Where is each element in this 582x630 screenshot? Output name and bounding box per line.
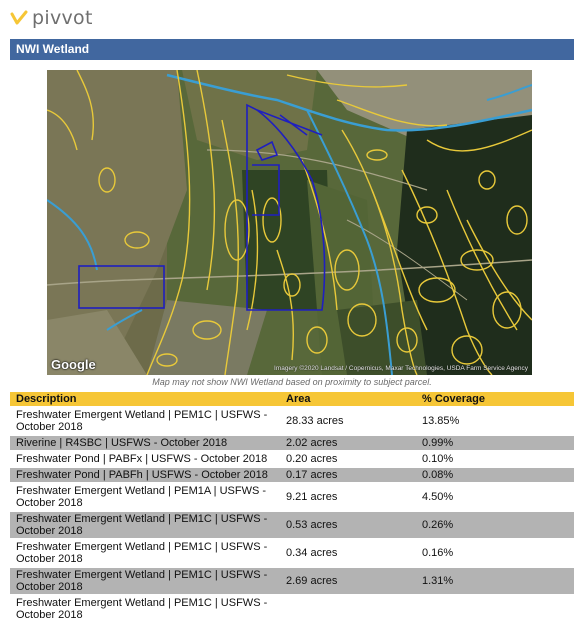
cell-description: Freshwater Pond | PABFx | USFWS - Octobe…: [16, 453, 268, 465]
cell-area: 0.17 acres: [280, 468, 416, 482]
table-row: Freshwater Emergent Wetland | PEM1C | US…: [10, 596, 574, 622]
cell-description: Freshwater Pond | PABFh | USFWS - Octobe…: [10, 468, 280, 482]
table-row: Freshwater Pond | PABFx | USFWS - Octobe…: [10, 452, 574, 466]
cell-coverage: 1.31%: [416, 568, 574, 594]
cell-coverage: [416, 596, 574, 622]
cell-coverage: 0.10%: [422, 453, 454, 465]
table-row: Freshwater Emergent Wetland | PEM1A | US…: [10, 484, 574, 510]
cell-description: Freshwater Emergent Wetland | PEM1C | US…: [16, 409, 268, 433]
table-row: Freshwater Emergent Wetland | PEM1C | US…: [10, 512, 574, 538]
cell-coverage: 0.16%: [422, 547, 454, 559]
cell-area: 2.69 acres: [280, 568, 416, 594]
cell-description: Freshwater Emergent Wetland | PEM1C | US…: [16, 541, 268, 565]
wetland-map[interactable]: Google Imagery ©2020 Landsat / Copernicu…: [47, 70, 532, 375]
google-logo: Google: [51, 357, 96, 372]
cell-description: Freshwater Emergent Wetland | PEM1A | US…: [16, 485, 267, 509]
table-row: Freshwater Pond | PABFh | USFWS - Octobe…: [10, 468, 574, 482]
cell-description: Riverine | R4SBC | USFWS - October 2018: [10, 436, 280, 450]
cell-area: [280, 596, 416, 622]
brand-logo: pivvot: [10, 6, 93, 30]
brand-name: pivvot: [32, 7, 93, 29]
cell-area: 0.20 acres: [286, 453, 338, 465]
cell-description: Freshwater Emergent Wetland | PEM1C | US…: [10, 512, 280, 538]
cell-coverage: 0.26%: [416, 512, 574, 538]
cell-coverage: 0.08%: [416, 468, 574, 482]
cell-area: 0.53 acres: [280, 512, 416, 538]
table-row: Riverine | R4SBC | USFWS - October 2018 …: [10, 436, 574, 450]
map-imagery: [47, 70, 532, 375]
column-header-area: Area: [280, 392, 416, 406]
table-row: Freshwater Emergent Wetland | PEM1C | US…: [10, 568, 574, 594]
section-title: NWI Wetland: [10, 39, 574, 60]
cell-area: 9.21 acres: [286, 491, 338, 503]
chevron-logo-icon: [10, 10, 28, 25]
wetland-table: Description Area % Coverage Freshwater E…: [10, 390, 574, 624]
cell-description: Freshwater Emergent Wetland | PEM1C | US…: [10, 568, 280, 594]
cell-coverage: 13.85%: [422, 415, 460, 427]
cell-area: 28.33 acres: [286, 415, 344, 427]
column-header-description: Description: [10, 392, 280, 406]
table-row: Freshwater Emergent Wetland | PEM1C | US…: [10, 540, 574, 566]
cell-area: 0.34 acres: [286, 547, 338, 559]
cell-description: Freshwater Emergent Wetland | PEM1C | US…: [16, 597, 268, 621]
table-header-row: Description Area % Coverage: [10, 392, 574, 406]
map-attribution: Imagery ©2020 Landsat / Copernicus, Maxa…: [274, 365, 528, 372]
cell-area: 2.02 acres: [280, 436, 416, 450]
map-note: Map may not show NWI Wetland based on pr…: [152, 377, 432, 387]
column-header-coverage: % Coverage: [416, 392, 574, 406]
table-row: Freshwater Emergent Wetland | PEM1C | US…: [10, 408, 574, 434]
cell-coverage: 0.99%: [416, 436, 574, 450]
cell-coverage: 4.50%: [422, 491, 454, 503]
